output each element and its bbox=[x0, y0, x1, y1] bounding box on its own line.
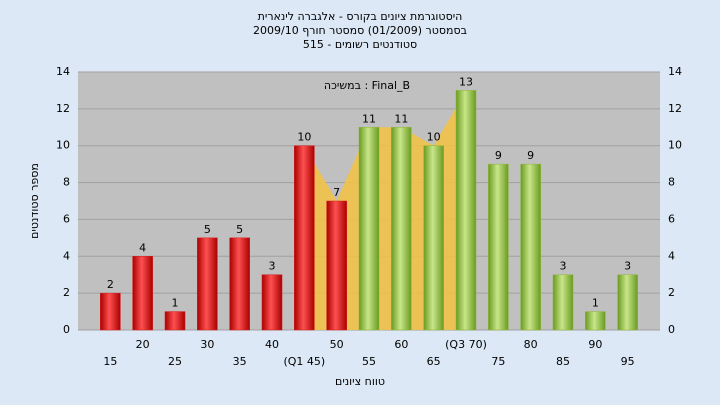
x-tick-label: 55 bbox=[362, 355, 376, 368]
title-line: סטודנטים רשומים - 515 bbox=[303, 38, 417, 51]
y2-tick-label: 6 bbox=[668, 212, 675, 225]
y-tick-label: 12 bbox=[56, 102, 70, 115]
y2-tick-label: 10 bbox=[668, 139, 682, 152]
value-label: 3 bbox=[560, 260, 567, 273]
y-tick-label: 6 bbox=[63, 212, 70, 225]
x-tick-label: 20 bbox=[136, 338, 150, 351]
bar bbox=[326, 200, 347, 331]
value-label: 2 bbox=[107, 278, 114, 291]
bar bbox=[294, 145, 315, 331]
bar bbox=[585, 311, 606, 331]
x-tick-label: 35 bbox=[233, 355, 247, 368]
bar bbox=[455, 90, 477, 331]
bar bbox=[617, 274, 638, 331]
value-label: 9 bbox=[527, 149, 534, 162]
bar bbox=[391, 127, 412, 331]
bar bbox=[261, 274, 283, 331]
x-tick-label: 50 bbox=[330, 338, 344, 351]
x-tick-label: (Q1 45) bbox=[283, 355, 325, 368]
annotation: במשיכה : Final_B bbox=[324, 79, 410, 92]
y2-tick-label: 12 bbox=[668, 102, 682, 115]
y-tick-label: 0 bbox=[63, 323, 70, 336]
x-axis-label: טווח ציונים bbox=[335, 375, 385, 388]
value-label: 7 bbox=[333, 186, 340, 199]
value-label: 11 bbox=[394, 112, 408, 125]
value-label: 10 bbox=[427, 131, 441, 144]
x-tick-label: 90 bbox=[588, 338, 602, 351]
value-label: 1 bbox=[172, 297, 179, 310]
y2-tick-label: 4 bbox=[668, 249, 675, 262]
value-label: 13 bbox=[459, 75, 473, 88]
bar bbox=[358, 127, 380, 331]
x-tick-label: 85 bbox=[556, 355, 570, 368]
x-tick-label: 75 bbox=[491, 355, 505, 368]
bar bbox=[423, 145, 444, 331]
value-label: 1 bbox=[592, 297, 599, 310]
value-label: 11 bbox=[362, 112, 376, 125]
title-line: בסמסטר (01/2009) סמסטר חורף 2009/10 bbox=[253, 24, 467, 37]
bar bbox=[197, 237, 218, 331]
y-tick-label: 14 bbox=[56, 65, 70, 78]
x-tick-label: 80 bbox=[524, 338, 538, 351]
value-label: 5 bbox=[204, 223, 211, 236]
bar bbox=[520, 163, 541, 331]
x-tick-label: 25 bbox=[168, 355, 182, 368]
y2-tick-label: 0 bbox=[668, 323, 675, 336]
y-tick-label: 4 bbox=[63, 249, 70, 262]
x-tick-label: 40 bbox=[265, 338, 279, 351]
x-tick-label: (Q3 70) bbox=[445, 338, 487, 351]
x-tick-label: 60 bbox=[394, 338, 408, 351]
value-label: 5 bbox=[236, 223, 243, 236]
bar bbox=[132, 256, 153, 331]
x-tick-label: 30 bbox=[200, 338, 214, 351]
bar bbox=[229, 237, 250, 331]
x-tick-label: 65 bbox=[427, 355, 441, 368]
y-tick-label: 2 bbox=[63, 286, 70, 299]
value-label: 3 bbox=[624, 260, 631, 273]
bar bbox=[552, 274, 574, 331]
y2-tick-label: 14 bbox=[668, 65, 682, 78]
y2-tick-label: 2 bbox=[668, 286, 675, 299]
y2-tick-label: 8 bbox=[668, 176, 675, 189]
title-line: היסטוגרמת ציונים בקורס - אלגברה לינארית bbox=[258, 10, 463, 23]
value-label: 3 bbox=[269, 260, 276, 273]
value-label: 9 bbox=[495, 149, 502, 162]
value-label: 10 bbox=[297, 131, 311, 144]
y-tick-label: 8 bbox=[63, 176, 70, 189]
bar bbox=[100, 292, 121, 331]
x-tick-label: 15 bbox=[103, 355, 117, 368]
value-label: 4 bbox=[139, 241, 146, 254]
bar bbox=[164, 311, 186, 331]
y-tick-label: 10 bbox=[56, 139, 70, 152]
bar bbox=[488, 163, 509, 331]
x-tick-label: 95 bbox=[621, 355, 635, 368]
y-axis-label: מספר סטודנטים bbox=[28, 163, 41, 239]
